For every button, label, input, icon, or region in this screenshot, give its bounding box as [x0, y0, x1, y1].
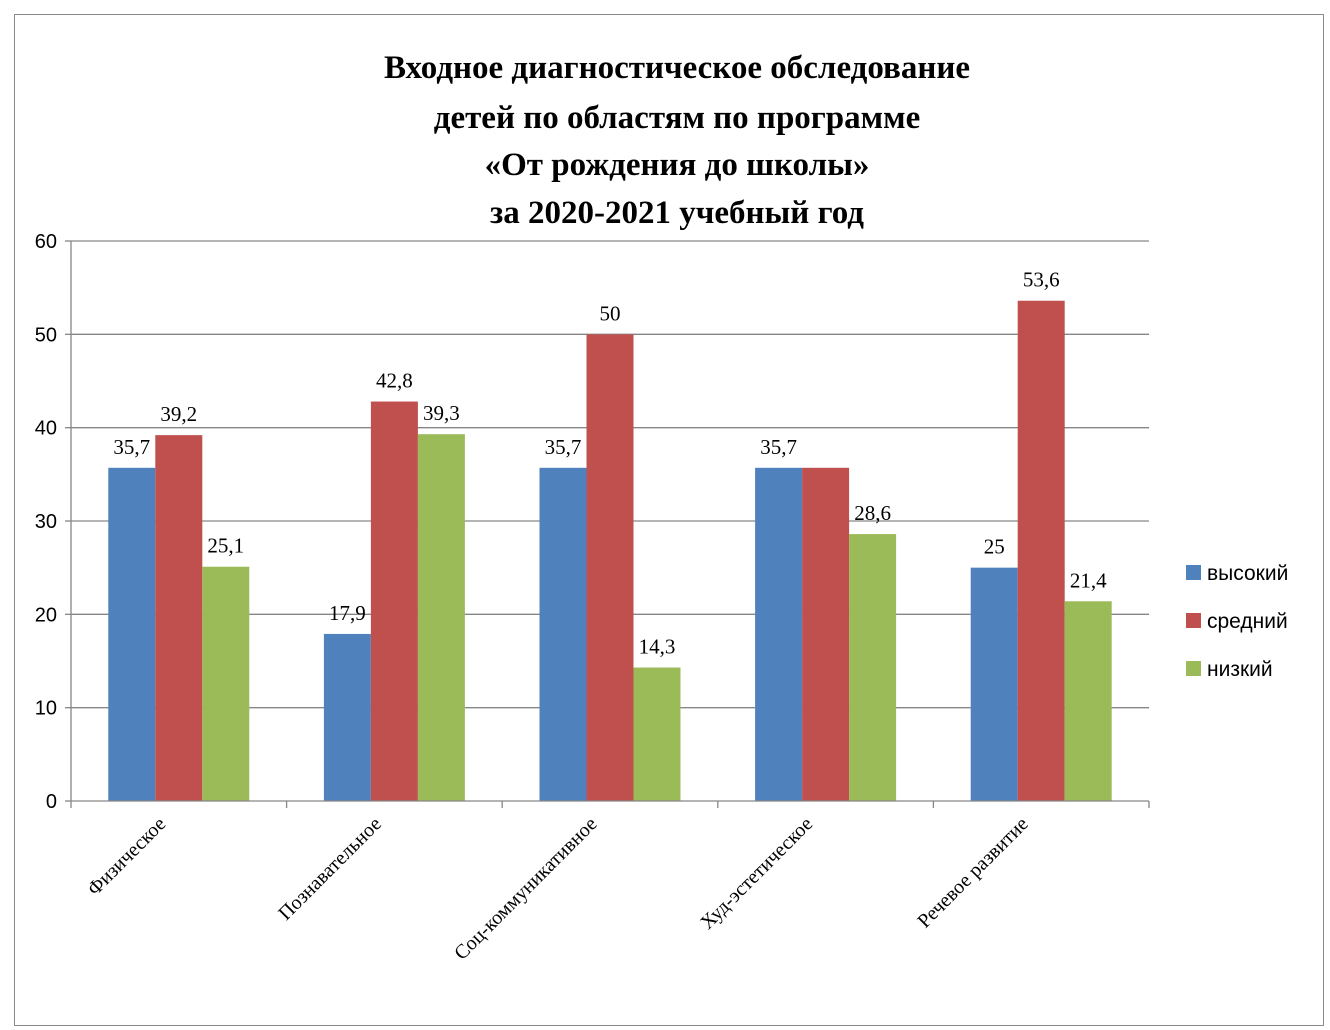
bar	[970, 567, 1018, 801]
x-tick-label: Худ-эстетическое	[696, 813, 817, 934]
bar	[802, 467, 850, 801]
chart-title-line-3: «От рождения до школы»	[485, 147, 870, 183]
data-label: 21,4	[1070, 568, 1107, 592]
bar	[539, 467, 587, 801]
y-tick-label: 20	[35, 604, 57, 626]
legend-label: средний	[1207, 610, 1288, 633]
data-label: 28,6	[854, 501, 891, 525]
bar	[108, 467, 156, 801]
bar	[849, 534, 897, 801]
data-label: 25,1	[207, 534, 244, 558]
x-tick-label: Познавательное	[274, 813, 386, 925]
data-label: 35,7	[545, 435, 582, 459]
y-tick-label: 0	[46, 791, 57, 813]
chart-title-line-2: детей по областям по программе	[434, 100, 921, 136]
legend: высокий средний низкий	[1186, 562, 1288, 681]
chart-svg: Входное диагностическое обследование дет…	[35, 50, 1289, 965]
legend-label: высокий	[1207, 562, 1288, 585]
y-axis-ticks: 0 10 20 30 40 50 60	[35, 231, 71, 813]
chart-title-line-1: Входное диагностическое обследование	[384, 50, 970, 86]
data-label: 35,7	[113, 435, 150, 459]
y-tick-label: 10	[35, 698, 57, 720]
bar	[155, 435, 203, 801]
data-label: 39,2	[160, 402, 197, 426]
data-label: 39,3	[423, 401, 460, 425]
data-label: 42,8	[376, 369, 413, 393]
data-label: 14,3	[639, 635, 676, 659]
data-label: 17,9	[329, 601, 366, 625]
legend-swatch	[1186, 661, 1201, 676]
data-labels: 35,7 17,9 35,7 35,7 25 39,2 42,8 50 53,6 25,1 39,3…	[113, 268, 1107, 659]
chart-title: Входное диагностическое обследование дет…	[384, 50, 970, 231]
bar	[586, 334, 634, 801]
bar	[417, 434, 465, 801]
x-axis-ticks: Физическое Познавательное Соц-коммуникатив…	[83, 813, 1033, 965]
bar	[370, 401, 418, 801]
y-tick-label: 60	[35, 231, 57, 253]
x-tick-label: Соц-коммуникативное	[450, 813, 602, 965]
bars	[108, 300, 1112, 801]
chart-title-line-4: за 2020-2021 учебный год	[490, 195, 864, 231]
bar	[633, 667, 681, 801]
data-label: 50	[600, 301, 621, 325]
x-tick-label: Речевое развитие	[913, 813, 1032, 932]
y-tick-label: 50	[35, 324, 57, 346]
bar	[323, 633, 371, 801]
data-label: 53,6	[1023, 268, 1060, 292]
chart-frame: Входное диагностическое обследование дет…	[14, 14, 1324, 1026]
bar	[1064, 601, 1112, 801]
bar	[755, 467, 803, 801]
data-label: 35,7	[760, 435, 797, 459]
legend-swatch	[1186, 613, 1201, 628]
bar	[202, 566, 250, 801]
x-tick-label: Физическое	[83, 813, 170, 900]
y-tick-label: 30	[35, 511, 57, 533]
legend-label: низкий	[1207, 658, 1273, 681]
data-label: 25	[984, 535, 1005, 559]
bar	[1017, 300, 1065, 801]
legend-swatch	[1186, 565, 1201, 580]
y-tick-label: 40	[35, 418, 57, 440]
